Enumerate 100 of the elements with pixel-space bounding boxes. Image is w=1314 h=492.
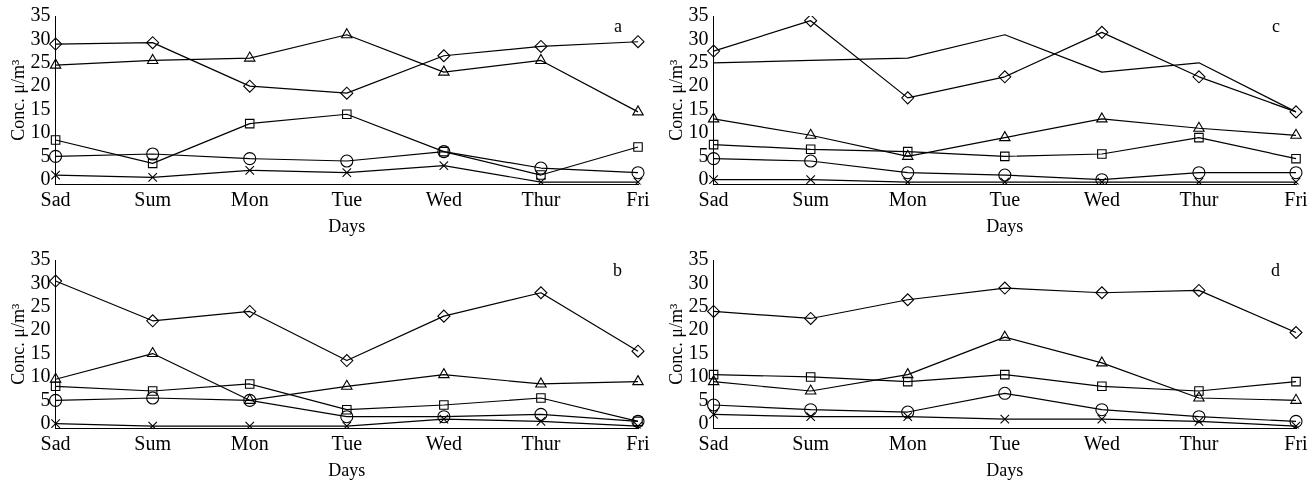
point — [49, 58, 62, 69]
point — [804, 403, 818, 417]
x-tick-label: Sad — [698, 187, 729, 210]
y-tick-label: 30 — [30, 26, 51, 49]
point — [439, 400, 449, 410]
y-tick-label: 10 — [688, 364, 709, 387]
point — [901, 293, 915, 307]
point — [707, 398, 721, 412]
point — [1291, 421, 1301, 429]
point — [1194, 386, 1204, 396]
point — [146, 36, 160, 50]
y-tick-label: 25 — [688, 294, 709, 317]
point — [998, 168, 1012, 182]
point — [901, 368, 914, 379]
x-tick-label: Sum — [134, 431, 172, 454]
y-tick-label: 15 — [688, 96, 709, 119]
point — [50, 381, 61, 392]
y-tick-label: 5 — [40, 387, 51, 410]
point — [1193, 121, 1205, 132]
point — [50, 418, 61, 429]
point — [1096, 112, 1108, 123]
point — [1192, 283, 1206, 297]
point — [244, 379, 255, 389]
point — [439, 160, 449, 171]
point — [901, 405, 915, 419]
x-tick-label: Mon — [230, 187, 269, 210]
point — [437, 410, 451, 424]
point — [707, 44, 721, 58]
point — [1289, 166, 1303, 180]
x-tick-label: Wed — [425, 431, 462, 454]
point — [437, 309, 451, 323]
point — [536, 170, 546, 180]
x-tick-label: Fri — [626, 431, 651, 454]
point — [707, 152, 721, 166]
y-tick-label: 35 — [30, 247, 51, 270]
point — [804, 154, 818, 168]
point — [341, 379, 353, 390]
point — [1097, 149, 1107, 159]
point — [340, 154, 354, 168]
y-tick-label: 30 — [688, 26, 709, 49]
point — [804, 311, 818, 326]
y-tick-label: 15 — [30, 340, 51, 363]
x-axis-title: Days — [986, 459, 1024, 480]
x-tick-label: Wed — [425, 187, 462, 210]
point — [243, 51, 256, 62]
x-tick-label: Thur — [1179, 431, 1219, 454]
x-tick-label: Thur — [521, 187, 561, 210]
point — [633, 142, 643, 152]
point — [146, 314, 160, 328]
point — [1289, 325, 1303, 340]
point — [1290, 393, 1302, 404]
point — [1095, 403, 1109, 417]
y-tick-label: 20 — [688, 317, 709, 340]
point — [805, 144, 816, 155]
y-tick-label: 0 — [40, 166, 51, 189]
y-tick-label: 30 — [30, 270, 51, 293]
point — [707, 375, 720, 386]
x-tick-label: Thur — [521, 431, 561, 454]
chart-title: a — [614, 15, 622, 36]
point — [244, 118, 255, 129]
point — [631, 344, 645, 358]
point — [146, 391, 160, 405]
point — [49, 37, 63, 51]
point — [1194, 177, 1204, 185]
point — [147, 386, 158, 396]
y-tick-label: 20 — [30, 73, 51, 96]
y-tick-label: 15 — [30, 96, 51, 119]
point — [1000, 151, 1010, 162]
point — [902, 177, 913, 185]
point — [998, 70, 1012, 84]
y-tick-label: 35 — [688, 3, 709, 26]
point — [534, 407, 548, 421]
point — [535, 377, 547, 388]
x-tick-label: Sum — [792, 187, 830, 210]
y-tick-label: 30 — [688, 270, 709, 293]
y-tick-label: 20 — [30, 317, 51, 340]
point — [340, 86, 354, 100]
point — [1291, 177, 1301, 185]
point — [147, 421, 158, 429]
x-tick-label: Sad — [698, 431, 729, 454]
point — [1193, 391, 1205, 402]
point — [708, 174, 719, 185]
y-tick-label: 25 — [688, 50, 709, 73]
point — [1290, 128, 1302, 139]
y-tick-label: 0 — [698, 166, 709, 189]
point — [707, 112, 720, 123]
x-tick-label: Sad — [40, 431, 71, 454]
point — [340, 410, 354, 424]
y-tick-label: 15 — [688, 340, 709, 363]
point — [1095, 173, 1109, 185]
point — [535, 53, 547, 64]
point — [1194, 416, 1204, 427]
point — [708, 369, 719, 380]
point — [1192, 166, 1206, 180]
point — [243, 152, 257, 166]
point — [146, 147, 160, 161]
point — [341, 28, 353, 39]
point — [804, 384, 817, 395]
y-axis-title: Conc. μ/m³ — [665, 59, 686, 141]
point — [633, 421, 643, 429]
